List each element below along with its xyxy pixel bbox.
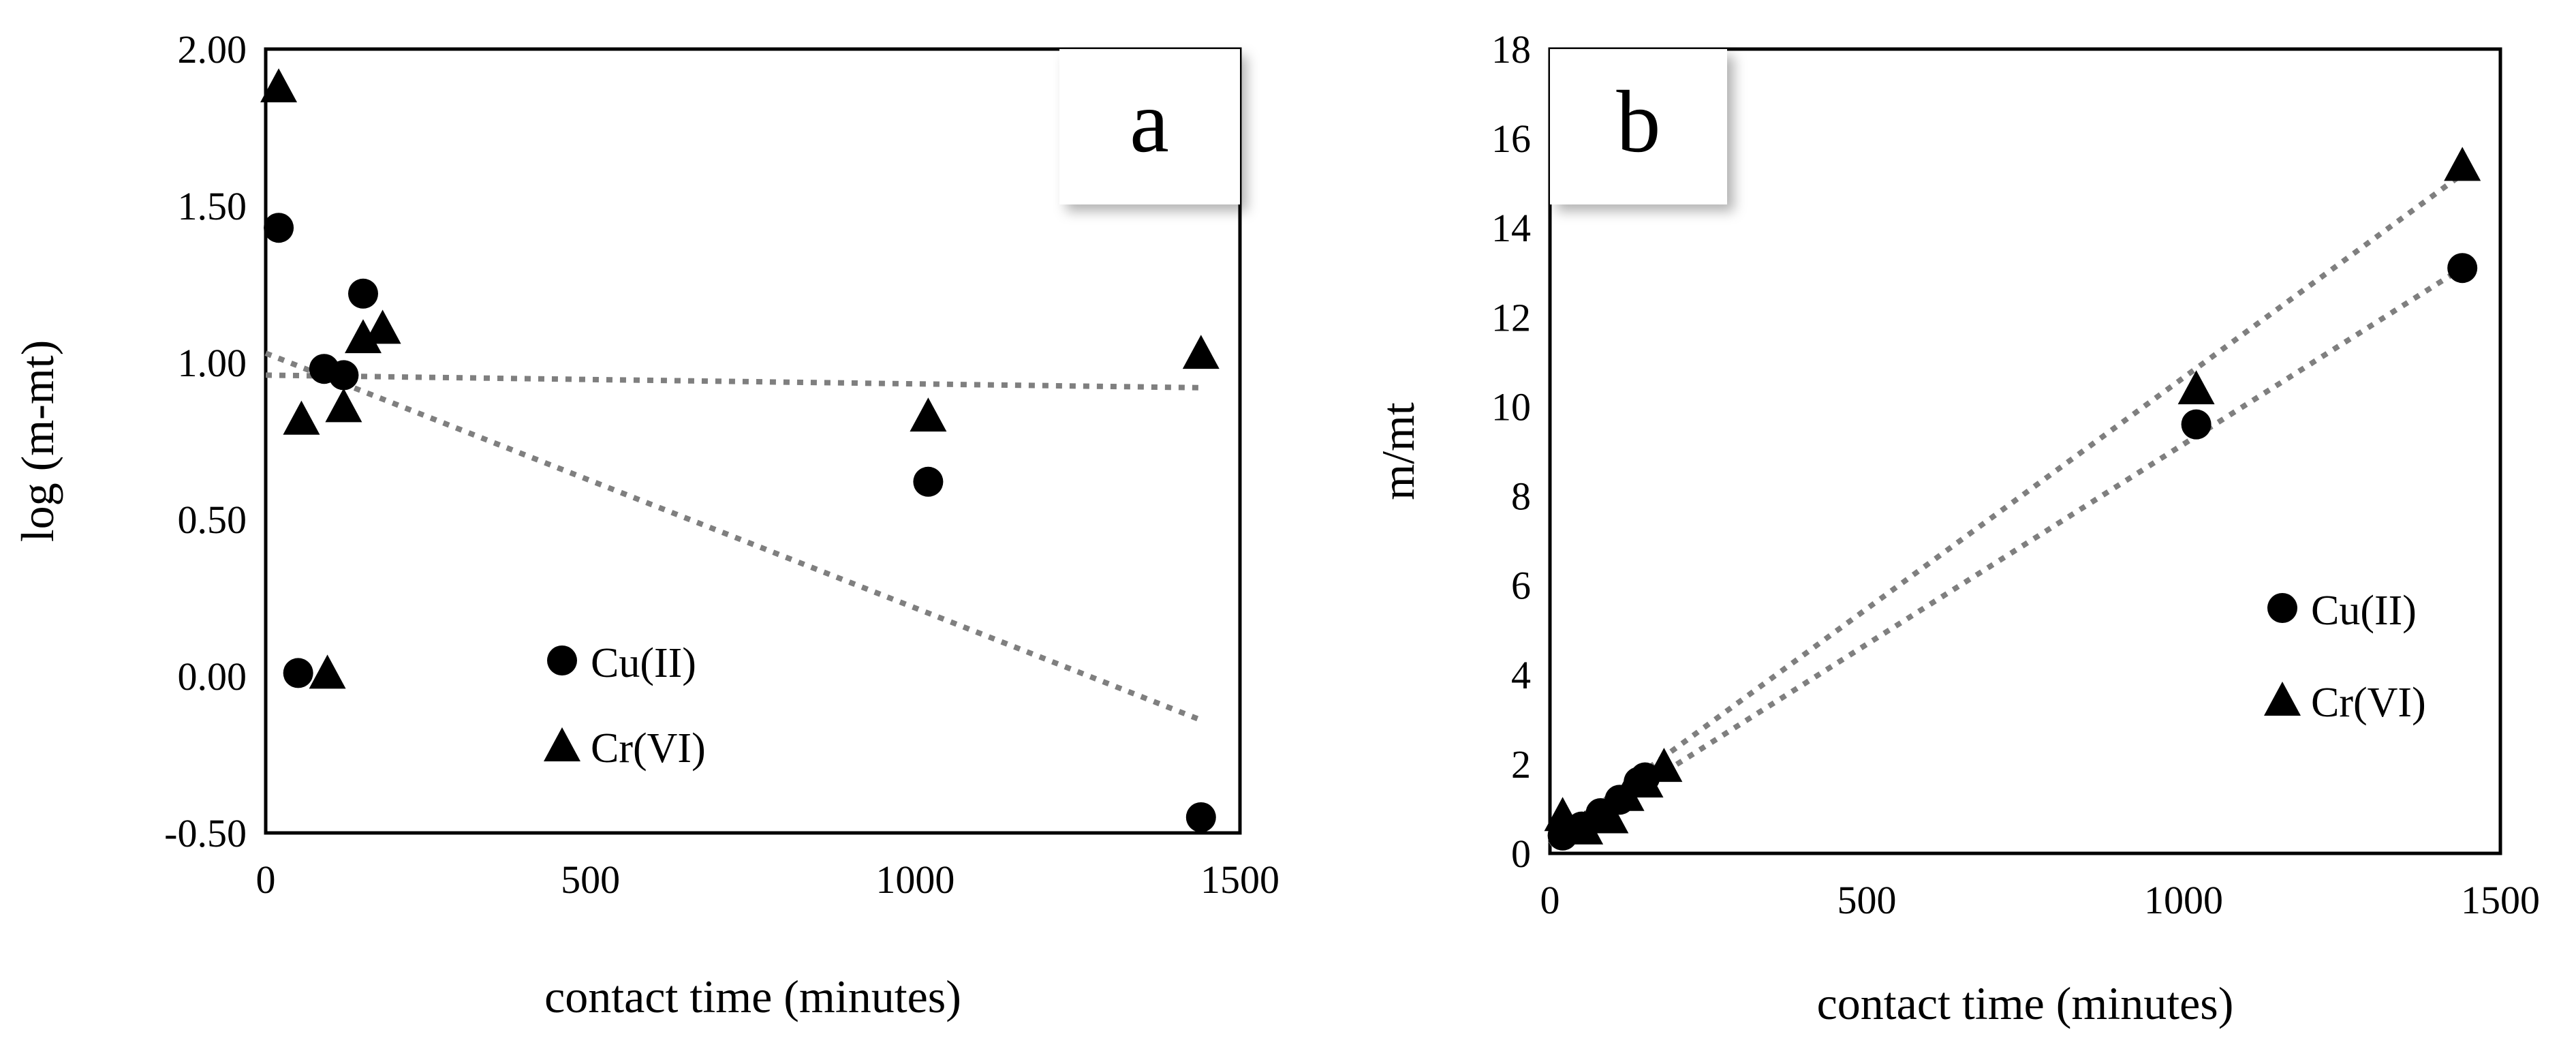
plot-area-frame [264, 47, 1242, 835]
panel-label-box: a [1059, 49, 1240, 204]
y-tick-label: 6 [1511, 564, 1531, 608]
data-point-triangle [1645, 748, 1683, 782]
data-point-triangle [1592, 799, 1629, 834]
data-point-triangle [2177, 370, 2215, 405]
x-tick-label: 1500 [1200, 857, 1279, 902]
legend-label: Cr(VI) [591, 725, 706, 772]
data-point-circle [1185, 802, 1216, 832]
y-tick-label: 18 [1491, 27, 1531, 72]
trendline [1548, 172, 2464, 842]
x-tick-label: 1500 [2461, 878, 2540, 922]
data-point-triangle [283, 400, 320, 435]
x-axis-title: contact time (minutes) [1817, 977, 2234, 1029]
panel-label: b [1617, 73, 1661, 171]
y-tick-label: 16 [1491, 117, 1531, 161]
data-point-circle [328, 360, 359, 391]
data-point-circle [2181, 409, 2212, 440]
panel-label-box: b [1550, 49, 1727, 204]
data-point-circle [348, 278, 378, 309]
x-tick-label: 500 [1837, 878, 1897, 922]
x-tick-label: 500 [561, 857, 620, 902]
y-tick-label: 1.00 [178, 341, 247, 385]
data-point-triangle [1182, 335, 1220, 369]
legend-marker [544, 727, 580, 761]
y-tick-label: 1.50 [178, 184, 247, 228]
y-tick-label: 12 [1491, 295, 1531, 339]
data-point-circle [2447, 253, 2478, 284]
data-points [260, 68, 1220, 832]
y-tick-label: 0.50 [178, 498, 247, 542]
chart-panel-a: 0 500 1000 1500 -0.50 0.00 0.50 1.00 1.50 2.00 C… [12, 27, 1279, 1022]
y-tick-label: 0 [1511, 832, 1531, 876]
legend-label: Cu(II) [2311, 588, 2417, 634]
x-tick-label: 0 [1540, 878, 1560, 922]
trendline [265, 372, 1201, 391]
trendline [1548, 265, 2464, 847]
y-tick-label: -0.50 [164, 811, 247, 855]
trendlines [264, 350, 1202, 723]
x-tick-labels: 0 500 1000 1500 [256, 857, 1280, 902]
legend-marker [2267, 593, 2297, 623]
y-axis-title: m/mt [1372, 402, 1424, 500]
legend-marker [547, 645, 577, 675]
chart-panel-b: 0 500 1000 1500 0 2 4 6 8 10 12 14 16 18 Cu(II) Cr(VI… [1372, 27, 2540, 1029]
data-point-circle [913, 466, 944, 497]
y-tick-label: 4 [1511, 653, 1531, 697]
y-tick-label: 10 [1491, 384, 1531, 429]
legend-label: Cu(II) [591, 640, 696, 686]
panel-label: a [1130, 73, 1169, 171]
data-point-triangle [1607, 776, 1645, 811]
x-axis-title: contact time (minutes) [544, 971, 961, 1022]
data-point-triangle [345, 319, 382, 354]
legend: Cu(II) Cr(VI) [544, 640, 706, 772]
legend: Cu(II) Cr(VI) [2264, 588, 2426, 726]
data-point-triangle [260, 68, 298, 103]
y-tick-label: 0.00 [178, 654, 247, 699]
data-point-triangle [325, 388, 362, 423]
x-tick-label: 1000 [2144, 878, 2223, 922]
data-point-circle [264, 213, 294, 243]
y-tick-label: 14 [1491, 206, 1531, 250]
y-tick-label: 2.00 [178, 27, 247, 72]
data-point-triangle [1544, 797, 1581, 832]
data-point-triangle [1626, 763, 1664, 798]
y-tick-labels: 0 2 4 6 8 10 12 14 16 18 [1491, 27, 1531, 876]
y-axis-title: log (m-mt) [12, 340, 63, 543]
trendlines [1548, 172, 2464, 847]
y-tick-labels: -0.50 0.00 0.50 1.00 1.50 2.00 [164, 27, 247, 855]
x-tick-label: 1000 [875, 857, 955, 902]
data-point-triangle [2444, 147, 2481, 181]
y-tick-label: 8 [1511, 474, 1531, 519]
legend-marker [2264, 682, 2301, 716]
x-tick-labels: 0 500 1000 1500 [1540, 878, 2541, 922]
data-point-triangle [309, 654, 346, 689]
data-point-triangle [364, 309, 401, 344]
data-points [1544, 147, 2481, 851]
data-point-circle [283, 658, 313, 688]
data-point-triangle [1566, 810, 1604, 845]
plot-area-frame [1548, 47, 2502, 855]
y-tick-label: 2 [1511, 742, 1531, 787]
x-tick-label: 0 [256, 857, 276, 902]
legend-label: Cr(VI) [2311, 680, 2426, 726]
trendline [264, 350, 1202, 723]
data-point-triangle [910, 397, 947, 432]
